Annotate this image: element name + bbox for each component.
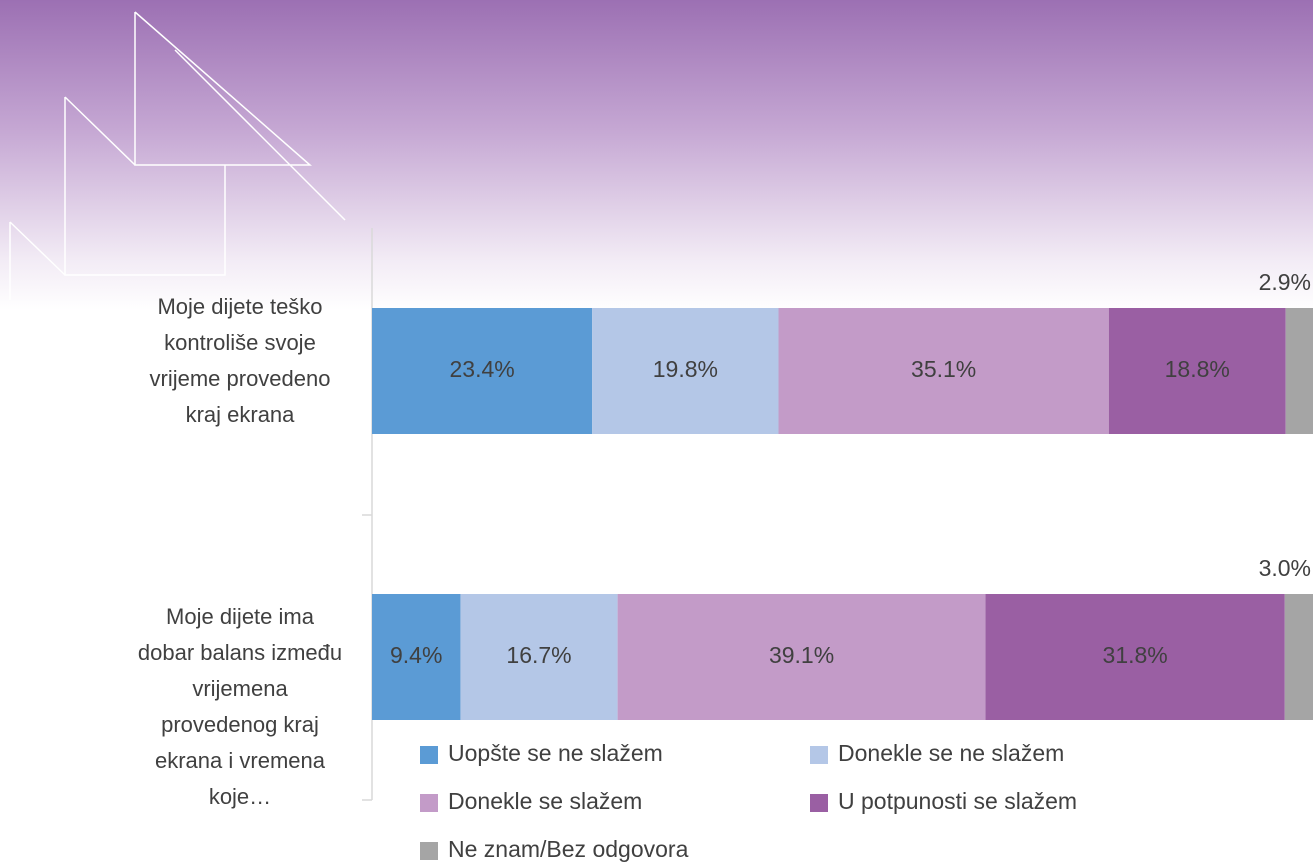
decoration: [10, 12, 345, 300]
legend-label: Ne znam/Bez odgovora: [448, 836, 689, 862]
value-label: 2.9%: [1259, 269, 1311, 295]
legend-swatch: [420, 794, 438, 812]
category-label: Moje dijete teško kontroliše svoje vrije…: [135, 289, 345, 433]
legend-swatch: [810, 746, 828, 764]
value-label: 31.8%: [1103, 642, 1168, 668]
value-label: 9.4%: [390, 642, 442, 668]
value-label: 39.1%: [769, 642, 834, 668]
bar-segment: [1286, 308, 1313, 434]
value-label: 3.0%: [1259, 555, 1311, 581]
value-label: 18.8%: [1165, 356, 1230, 382]
value-label: 35.1%: [911, 356, 976, 382]
category-axis: [362, 228, 372, 800]
legend-swatch: [420, 746, 438, 764]
page: 23.4% 19.8% 35.1% 18.8% 2.9% 9.4% 16.7% 39.1% 31…: [0, 0, 1313, 864]
legend-label: Donekle se slažem: [448, 788, 642, 814]
value-label: 23.4%: [449, 356, 514, 382]
value-label: 16.7%: [506, 642, 571, 668]
category-label: Moje dijete ima dobar balans između vrij…: [135, 599, 345, 815]
value-label: 19.8%: [653, 356, 718, 382]
legend-swatch: [420, 842, 438, 860]
bar-segment: [1285, 594, 1313, 720]
legend-label: Uopšte se ne slažem: [448, 740, 663, 766]
legend-label: Donekle se ne slažem: [838, 740, 1064, 766]
legend-swatch: [810, 794, 828, 812]
legend-label: U potpunosti se slažem: [838, 788, 1077, 814]
